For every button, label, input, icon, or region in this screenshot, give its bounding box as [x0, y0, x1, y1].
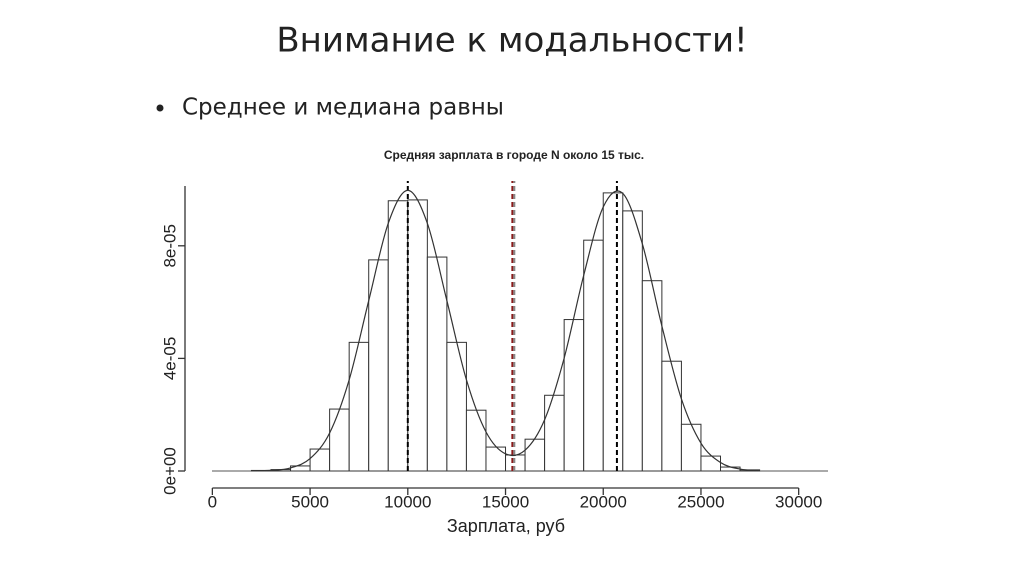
histogram-bar — [680, 423, 702, 472]
histogram-bar — [465, 409, 487, 472]
y-tick-label: 0e+00 — [160, 447, 179, 495]
histogram-bar — [622, 210, 643, 472]
x-tick-label: 10000 — [384, 492, 431, 511]
x-tick-label: 5000 — [291, 492, 329, 511]
histogram-bar — [602, 192, 624, 472]
density-curve — [251, 189, 760, 472]
histogram-bar — [544, 394, 565, 472]
histogram-bar — [641, 280, 663, 472]
histogram-bar — [348, 341, 370, 472]
x-tick-label: 0 — [208, 492, 217, 511]
histogram-bar — [407, 199, 428, 472]
x-tick-label: 20000 — [580, 492, 627, 511]
histogram-bar — [700, 455, 722, 472]
bullet-text: Среднее и медиана равны — [182, 95, 504, 121]
histogram-bar — [446, 341, 467, 472]
x-tick-label: 30000 — [775, 492, 822, 511]
slide-title: Внимание к модальности! — [276, 21, 747, 61]
bullet-dot — [156, 104, 164, 112]
x-tick-label: 25000 — [677, 492, 724, 511]
histogram-bar — [387, 200, 409, 472]
histogram-bar — [368, 259, 389, 472]
x-tick-label: 15000 — [482, 492, 529, 511]
histogram-bar — [661, 360, 682, 472]
histogram-bar — [309, 448, 331, 472]
histogram-bar — [583, 239, 604, 472]
histogram-bar — [524, 438, 546, 472]
histogram-bar — [563, 319, 585, 472]
histogram-bar — [329, 408, 350, 472]
chart-title: Средняя зарплата в городе N около 15 тыс… — [384, 148, 644, 162]
x-axis-label: Зарплата, руб — [447, 516, 565, 536]
y-tick-label: 4e-05 — [160, 337, 179, 380]
histogram-bar — [485, 446, 507, 472]
y-tick-label: 8e-05 — [160, 224, 179, 267]
